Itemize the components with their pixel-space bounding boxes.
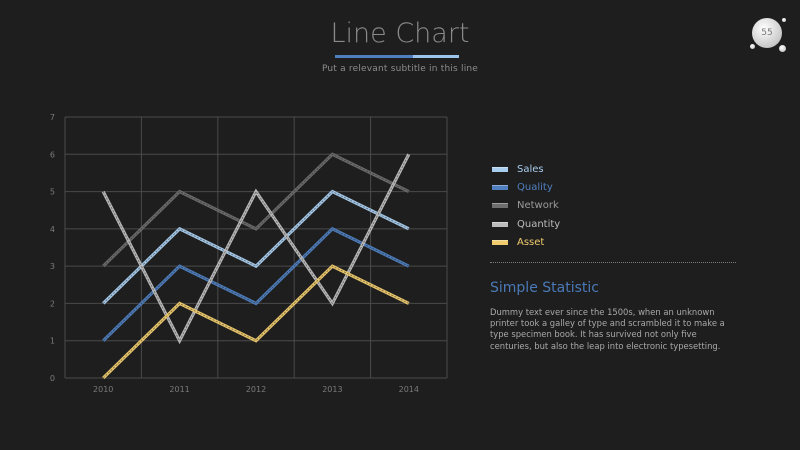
section-divider — [490, 262, 736, 263]
legend-item-sales: Sales — [492, 160, 742, 178]
legend-item-quality: Quality — [492, 178, 742, 196]
series-line-quantity — [101, 153, 411, 345]
legend-item-network: Network — [492, 197, 742, 215]
x-tick-label: 2012 — [246, 385, 266, 394]
x-tick-label: 2014 — [399, 385, 419, 394]
y-tick-label: 7 — [50, 113, 55, 122]
legend-swatch — [492, 240, 508, 246]
legend-label: Sales — [517, 163, 544, 175]
y-tick-label: 0 — [50, 374, 55, 383]
series-line-sales — [102, 189, 410, 305]
badge-dot-2 — [750, 44, 755, 49]
legend-swatch — [492, 166, 508, 172]
info-title: Simple Statistic — [490, 280, 599, 296]
title-underline — [335, 55, 459, 58]
badge-dot-3 — [782, 18, 786, 22]
page-number: 55 — [752, 18, 782, 48]
slide-title: Line Chart — [330, 18, 470, 49]
info-body: Dummy text ever since the 1500s, when an… — [490, 307, 725, 351]
y-tick-label: 5 — [50, 188, 55, 197]
series-line-network — [102, 152, 410, 268]
page-number-badge: 55 — [748, 14, 788, 54]
legend-swatch — [492, 221, 508, 227]
slide-subtitle: Put a relevant subtitle in this line — [321, 64, 479, 74]
series-line-texture — [102, 191, 409, 304]
legend-label: Quantity — [517, 218, 561, 230]
legend-label: Asset — [517, 237, 545, 249]
series-line-texture — [102, 154, 410, 342]
legend-item-asset: Asset — [492, 234, 742, 252]
y-tick-label: 6 — [50, 150, 55, 159]
y-tick-label: 4 — [50, 225, 55, 234]
y-tick-label: 3 — [50, 262, 55, 271]
y-tick-label: 2 — [50, 299, 55, 308]
series-line-texture — [102, 265, 409, 379]
legend-label: Network — [517, 200, 559, 212]
x-tick-label: 2013 — [322, 385, 342, 394]
badge-dot-1 — [779, 45, 786, 52]
series-line-texture — [102, 153, 409, 267]
y-tick-label: 1 — [50, 337, 55, 346]
title-underline-dark — [335, 55, 413, 58]
legend-label: Quality — [517, 182, 553, 194]
chart-legend: Sales Quality Network Quantity Asset — [492, 160, 742, 252]
x-tick-label: 2010 — [93, 385, 113, 394]
legend-item-quantity: Quantity — [492, 215, 742, 233]
legend-swatch — [492, 203, 508, 209]
title-underline-light — [413, 55, 459, 58]
x-tick-label: 2011 — [169, 385, 189, 394]
legend-swatch — [492, 185, 508, 191]
